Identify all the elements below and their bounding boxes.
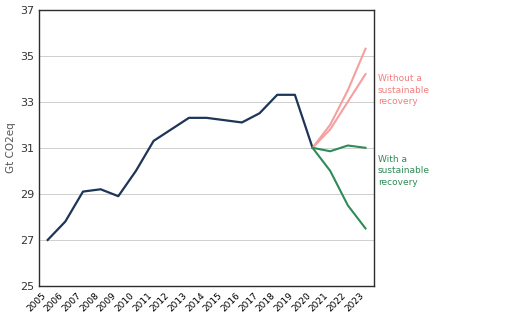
- Text: Without a
sustainable
recovery: Without a sustainable recovery: [378, 74, 430, 107]
- Text: With a
sustainable
recovery: With a sustainable recovery: [378, 154, 430, 187]
- Y-axis label: Gt CO2eq: Gt CO2eq: [5, 122, 15, 173]
